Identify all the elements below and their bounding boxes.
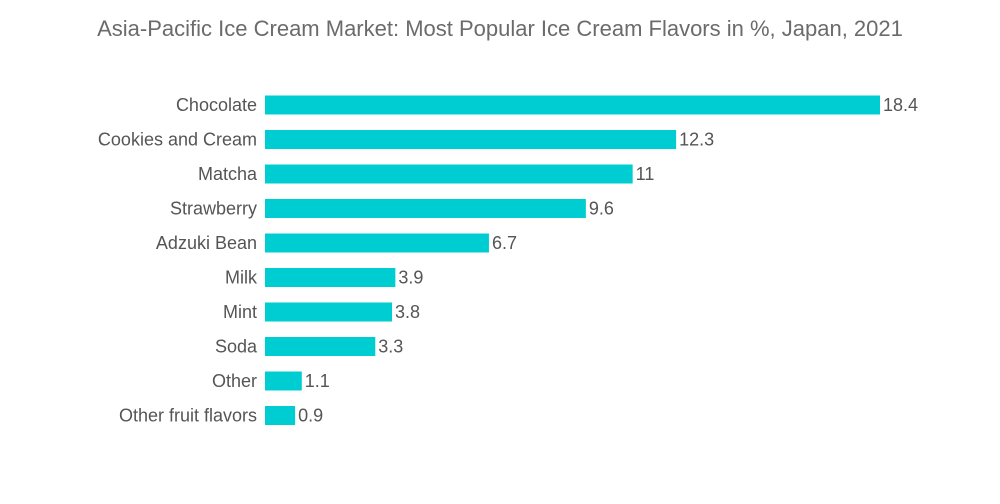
bar xyxy=(265,95,880,115)
bar xyxy=(265,164,633,184)
category-label: Strawberry xyxy=(170,199,257,219)
category-label: Chocolate xyxy=(176,95,257,115)
bar xyxy=(265,199,586,218)
category-label: Other xyxy=(212,371,257,391)
value-label: 11 xyxy=(636,164,655,184)
bar xyxy=(265,302,393,322)
value-label: 3.3 xyxy=(378,337,403,357)
category-label: Other fruit flavors xyxy=(119,406,257,426)
value-label: 1.1 xyxy=(305,371,330,391)
value-label: 0.9 xyxy=(298,406,323,426)
bar xyxy=(265,337,376,356)
bars-group: Chocolate 18.4 Cookies and Cream 12.3 Matcha… xyxy=(98,95,918,426)
category-label: Milk xyxy=(225,268,258,288)
category-label: Mint xyxy=(223,302,257,322)
category-label: Soda xyxy=(215,337,258,357)
bar xyxy=(265,233,489,253)
value-label: 3.8 xyxy=(395,302,420,322)
bar xyxy=(265,130,677,149)
value-label: 12.3 xyxy=(679,130,714,150)
bar xyxy=(265,406,296,425)
value-label: 18.4 xyxy=(883,95,918,115)
bar xyxy=(265,371,302,391)
category-label: Adzuki Bean xyxy=(156,233,257,253)
value-label: 6.7 xyxy=(492,233,517,253)
category-label: Matcha xyxy=(198,164,258,184)
value-label: 9.6 xyxy=(589,199,614,219)
chart-title: Asia-Pacific Ice Cream Market: Most Popu… xyxy=(97,16,903,41)
category-label: Cookies and Cream xyxy=(98,130,257,150)
value-label: 3.9 xyxy=(398,268,423,288)
bar xyxy=(265,268,396,287)
